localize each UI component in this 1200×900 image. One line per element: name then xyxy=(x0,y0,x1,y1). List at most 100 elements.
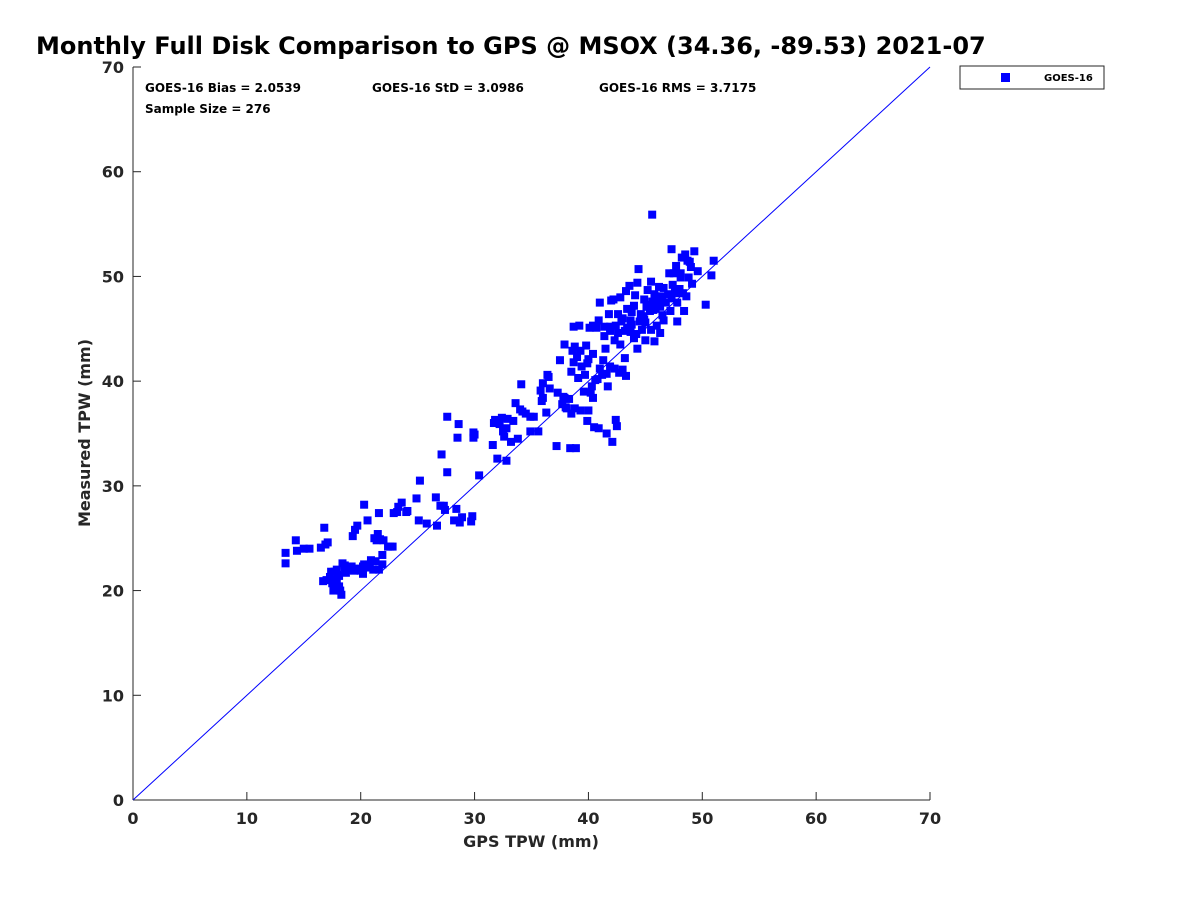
data-point xyxy=(561,403,570,412)
data-point xyxy=(374,509,383,518)
data-point xyxy=(666,306,675,315)
data-point xyxy=(606,326,615,335)
data-point xyxy=(676,269,685,278)
data-point xyxy=(553,388,562,397)
data-point xyxy=(542,408,551,417)
data-point xyxy=(397,498,406,507)
data-point xyxy=(685,257,694,266)
data-point xyxy=(617,317,626,326)
data-point xyxy=(588,393,597,402)
data-point xyxy=(458,513,467,522)
data-point xyxy=(650,290,659,299)
data-point xyxy=(680,306,689,315)
x-tick-label: 30 xyxy=(463,809,485,828)
data-point xyxy=(599,356,608,365)
data-point xyxy=(360,500,369,509)
data-point xyxy=(629,334,638,343)
data-point xyxy=(604,310,613,319)
data-point xyxy=(555,356,564,365)
data-point xyxy=(351,525,360,534)
data-point xyxy=(495,420,504,429)
data-point xyxy=(612,422,621,431)
data-point xyxy=(513,434,522,443)
data-point xyxy=(305,544,314,553)
data-point xyxy=(432,521,441,530)
data-point xyxy=(560,340,569,349)
data-point xyxy=(544,372,553,381)
y-tick-label: 0 xyxy=(113,791,124,810)
data-point xyxy=(626,327,635,336)
stat-std: GOES-16 StD = 3.0986 xyxy=(372,81,524,95)
legend-box xyxy=(959,65,1105,90)
y-axis-label: Measured TPW (mm) xyxy=(75,339,94,527)
data-point xyxy=(667,294,676,303)
data-point xyxy=(371,557,380,566)
data-point xyxy=(602,429,611,438)
data-point xyxy=(439,501,448,510)
data-point xyxy=(707,271,716,280)
data-point xyxy=(468,512,477,521)
data-point xyxy=(529,412,538,421)
data-point xyxy=(281,559,290,568)
data-point xyxy=(601,344,610,353)
data-point xyxy=(603,382,612,391)
data-point xyxy=(659,283,668,292)
data-point xyxy=(329,586,338,595)
data-point xyxy=(349,566,358,575)
data-point xyxy=(358,569,367,578)
data-point xyxy=(642,302,651,311)
data-point xyxy=(320,523,329,532)
data-point xyxy=(497,413,506,422)
data-point xyxy=(299,544,308,553)
legend-marker-goes-16 xyxy=(1001,73,1010,82)
data-point xyxy=(632,330,641,339)
data-point xyxy=(414,516,423,525)
data-point xyxy=(323,538,332,547)
data-point xyxy=(568,346,577,355)
data-point xyxy=(588,321,597,330)
data-point xyxy=(622,287,631,296)
data-point xyxy=(292,546,301,555)
data-point xyxy=(587,382,596,391)
data-point xyxy=(538,379,547,388)
data-point xyxy=(573,353,582,362)
data-point xyxy=(647,277,656,286)
y-tick-label: 30 xyxy=(102,477,124,496)
data-point xyxy=(571,444,580,453)
data-point xyxy=(616,293,625,302)
data-point xyxy=(637,325,646,334)
data-point xyxy=(701,300,710,309)
data-point xyxy=(658,311,667,320)
data-point xyxy=(509,416,518,425)
data-point xyxy=(545,384,554,393)
data-point xyxy=(602,369,611,378)
data-point xyxy=(475,471,484,480)
data-point xyxy=(575,321,584,330)
data-point xyxy=(517,380,526,389)
data-point xyxy=(672,261,681,270)
data-point xyxy=(669,269,678,278)
data-point xyxy=(552,442,561,451)
data-point xyxy=(673,298,682,307)
data-point xyxy=(340,561,349,570)
data-point xyxy=(452,504,461,513)
data-point xyxy=(511,399,520,408)
data-point xyxy=(373,530,382,539)
data-point xyxy=(591,376,600,385)
x-tick-label: 70 xyxy=(919,809,941,828)
y-tick-label: 50 xyxy=(102,267,124,286)
x-axis-ticks: 0 10 20 30 40 50 60 70 xyxy=(127,792,941,828)
data-point xyxy=(682,292,691,301)
stat-bias: GOES-16 Bias = 2.0539 xyxy=(145,81,301,95)
data-point xyxy=(586,388,595,397)
data-point xyxy=(337,590,346,599)
data-point xyxy=(569,358,578,367)
data-point xyxy=(327,567,336,576)
data-point xyxy=(633,278,642,287)
stat-rms: GOES-16 RMS = 3.7175 xyxy=(599,81,756,95)
data-point xyxy=(659,316,668,325)
data-point xyxy=(332,565,341,574)
data-point xyxy=(415,476,424,485)
data-point xyxy=(611,321,620,330)
x-axis-label: GPS TPW (mm) xyxy=(463,832,599,851)
